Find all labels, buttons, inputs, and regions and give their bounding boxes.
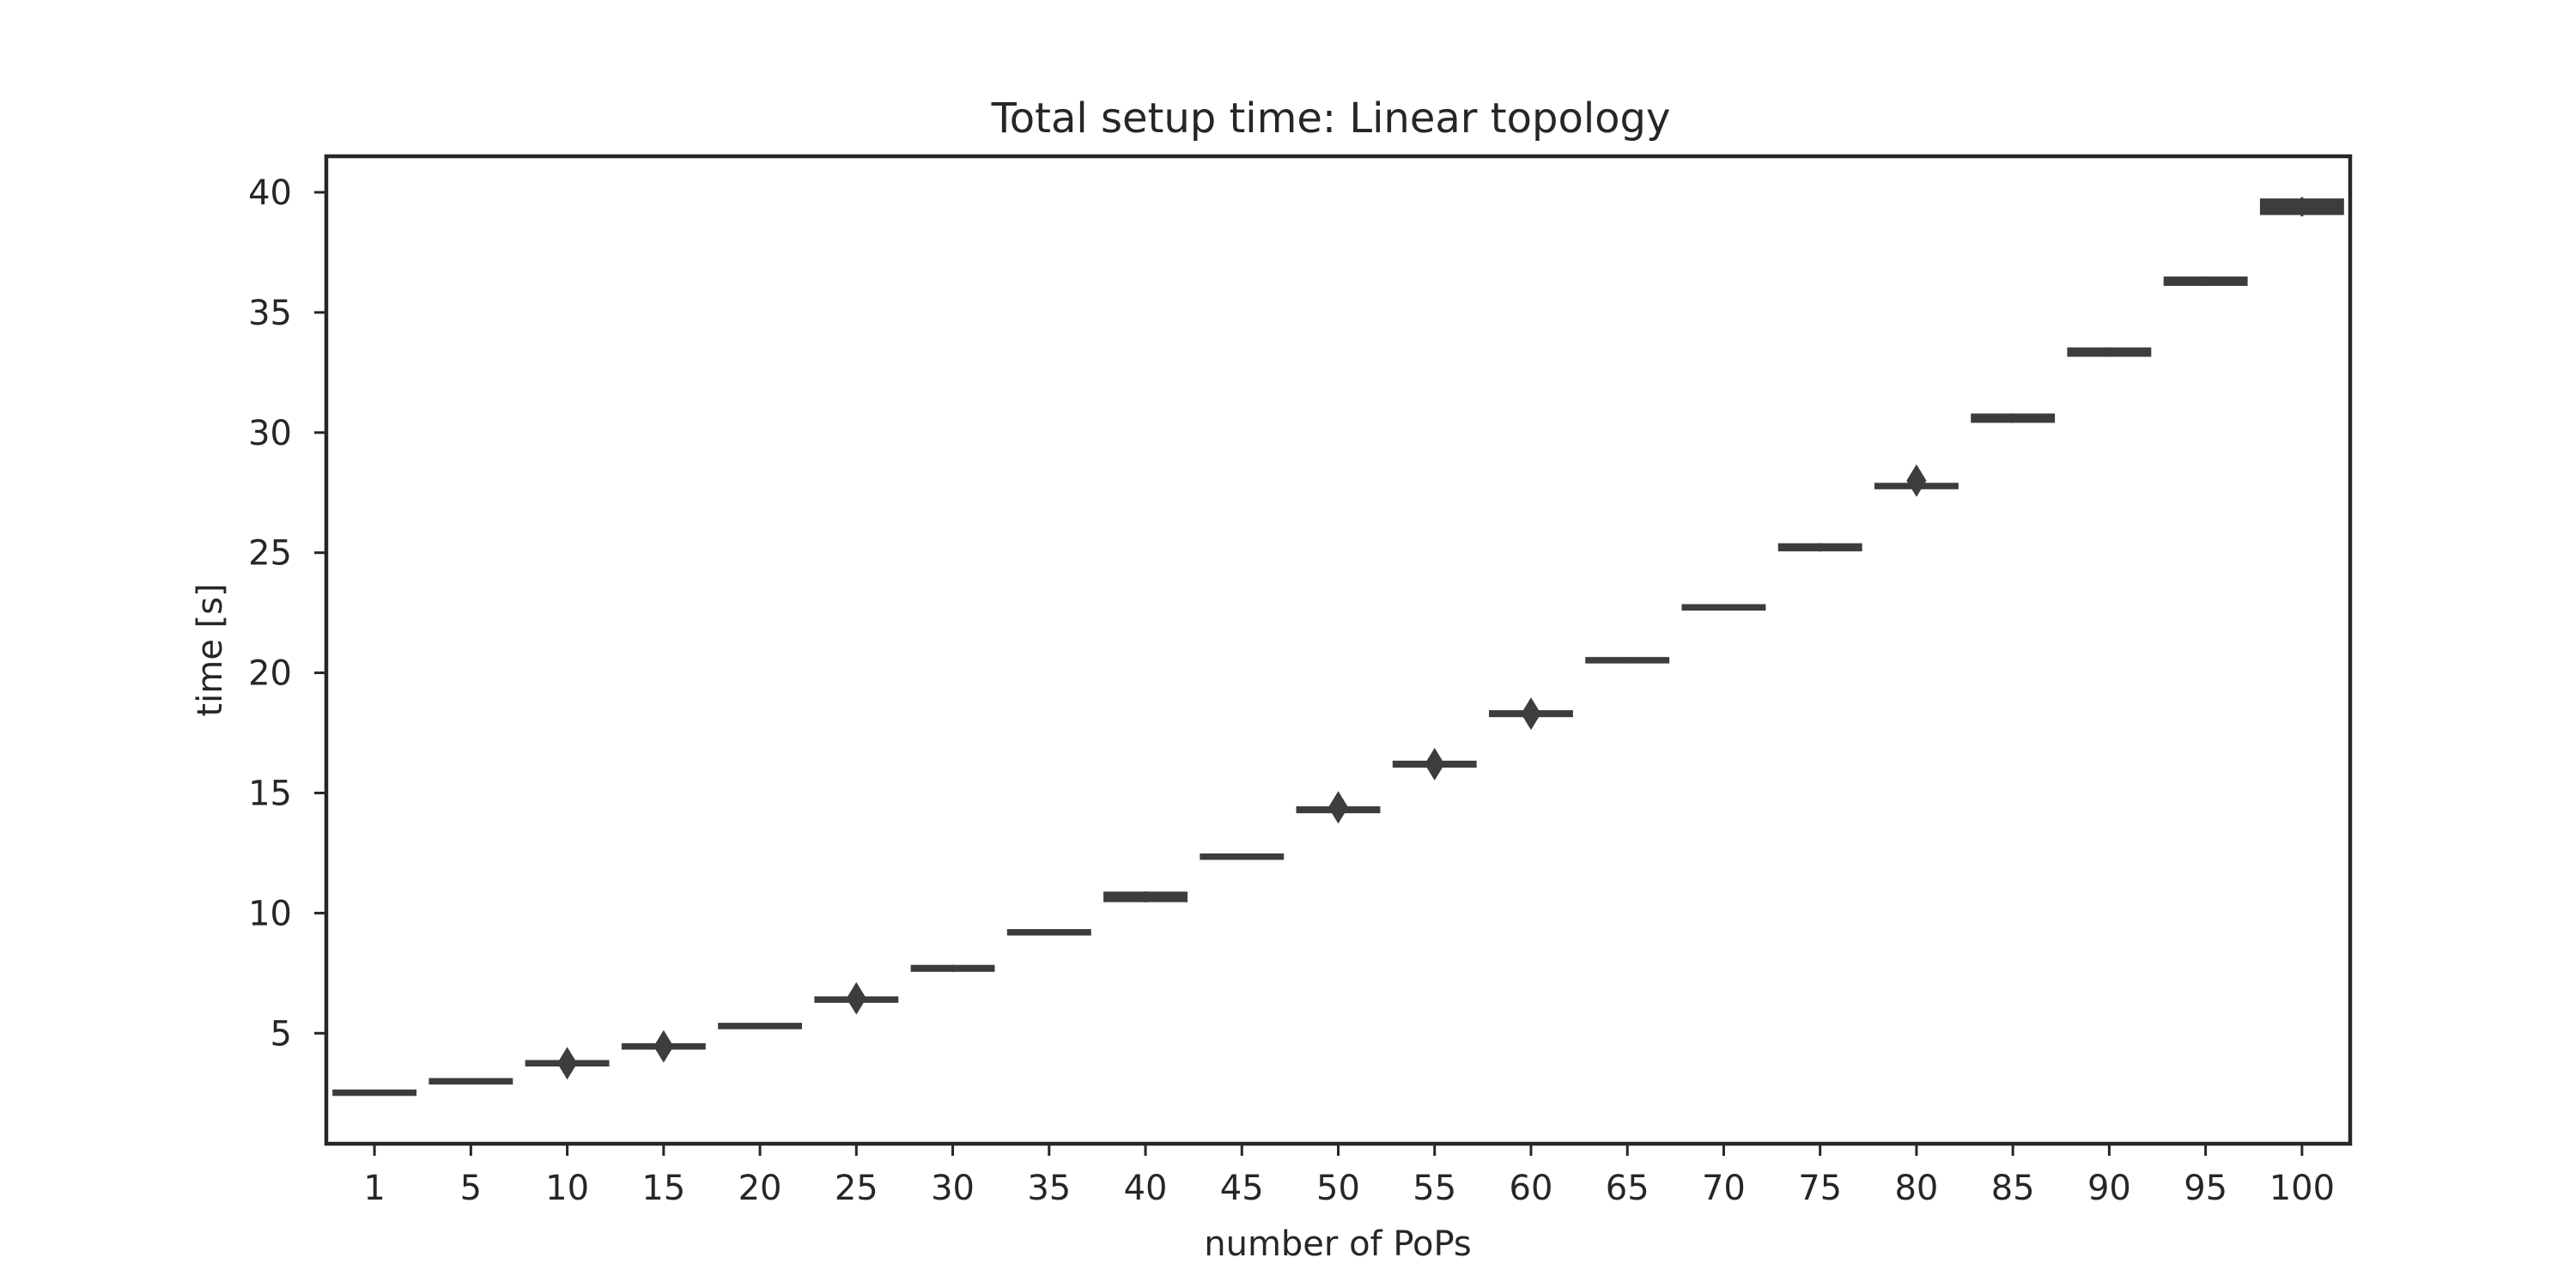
box-50 (1296, 791, 1381, 824)
box-30 (910, 964, 995, 972)
x-tick-label: 20 (738, 1169, 782, 1208)
box-outlier (1425, 747, 1445, 781)
box-45 (1200, 853, 1285, 860)
box-70 (1681, 604, 1766, 611)
y-tick-label: 20 (248, 654, 292, 694)
box-outlier (1521, 697, 1541, 731)
box-25 (814, 981, 899, 1015)
y-tick-label: 15 (248, 774, 292, 813)
box-60 (1489, 697, 1573, 731)
x-tick-label: 80 (1894, 1169, 1938, 1208)
box-15 (621, 1030, 706, 1063)
box-85 (1971, 413, 2056, 423)
box-100 (2259, 197, 2344, 216)
x-tick-label: 5 (460, 1169, 482, 1208)
box-80 (1874, 464, 1959, 497)
box-40 (1103, 891, 1188, 902)
x-tick-label: 65 (1606, 1169, 1649, 1208)
box-outlier (653, 1030, 674, 1063)
box-outlier (557, 1047, 578, 1080)
x-tick-label: 15 (641, 1169, 685, 1208)
x-tick-label: 90 (2087, 1169, 2131, 1208)
y-tick-label: 35 (248, 294, 292, 333)
box-5 (428, 1078, 513, 1085)
x-tick-label: 25 (835, 1169, 878, 1208)
box-10 (525, 1047, 610, 1080)
box-75 (1777, 543, 1862, 552)
x-tick-label: 30 (931, 1169, 975, 1208)
x-tick-label: 60 (1510, 1169, 1553, 1208)
x-tick-label: 100 (2269, 1169, 2335, 1208)
box-55 (1392, 747, 1477, 781)
y-tick-label: 40 (248, 173, 292, 213)
x-axis-label: number of PoPs (1204, 1224, 1472, 1264)
box-1 (332, 1089, 417, 1097)
box-90 (2067, 347, 2152, 357)
box-group (332, 197, 2344, 1097)
y-axis-ticks: 5 10 15 20 25 30 35 40 (248, 173, 326, 1054)
box-95 (2163, 276, 2248, 287)
x-tick-label: 1 (363, 1169, 385, 1208)
y-tick-label: 10 (248, 894, 292, 933)
x-tick-label: 50 (1316, 1169, 1360, 1208)
x-tick-label: 95 (2184, 1169, 2227, 1208)
x-tick-label: 55 (1413, 1169, 1456, 1208)
box-outlier (1327, 791, 1349, 824)
y-tick-label: 30 (248, 414, 292, 453)
chart-title: Total setup time: Linear topology (991, 94, 1671, 143)
x-tick-label: 40 (1124, 1169, 1168, 1208)
x-tick-label: 70 (1702, 1169, 1746, 1208)
y-tick-label: 5 (270, 1014, 292, 1054)
box-20 (718, 1023, 803, 1030)
x-axis-ticks: 1 5 10 15 20 25 30 35 40 45 50 55 60 65 70 75 80 85 90 95 10… (363, 1144, 2335, 1208)
y-tick-label: 25 (248, 534, 292, 574)
x-tick-label: 35 (1027, 1169, 1071, 1208)
plot-frame (324, 154, 2353, 1146)
x-tick-label: 75 (1798, 1169, 1842, 1208)
box-35 (1006, 929, 1091, 936)
y-axis-label: time [s] (191, 583, 230, 716)
x-tick-label: 45 (1220, 1169, 1264, 1208)
x-tick-label: 10 (545, 1169, 589, 1208)
x-tick-label: 85 (1991, 1169, 2035, 1208)
box-outlier (1906, 464, 1927, 497)
box-outlier (846, 981, 866, 1015)
box-65 (1585, 657, 1670, 664)
